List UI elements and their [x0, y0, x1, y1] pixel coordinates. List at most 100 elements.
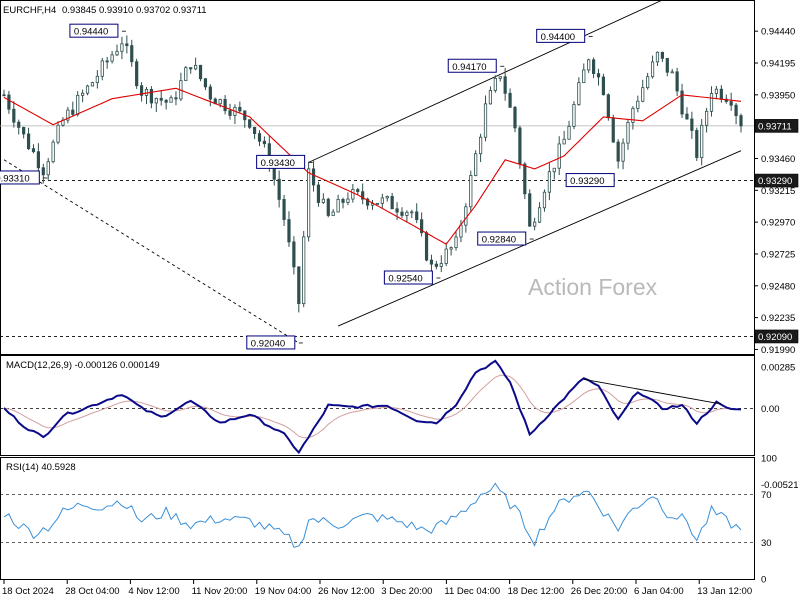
price-annotation: 0.92540	[383, 270, 441, 285]
price-panel-frame	[0, 0, 755, 355]
candle-body	[71, 109, 75, 115]
candle-body	[208, 86, 212, 100]
annotation-text: 0.92540	[388, 274, 422, 285]
candle-body	[380, 197, 384, 204]
price-tick-label: 0.93460	[761, 154, 795, 165]
candle-body	[66, 109, 70, 121]
candle-body	[252, 126, 257, 135]
level-axis-text: 0.93290	[758, 176, 792, 187]
price-annotation: 0.93290	[565, 173, 623, 188]
candle-body	[434, 263, 438, 267]
candle-body	[17, 121, 21, 128]
candle-body	[336, 198, 340, 213]
price-annotation: 0.92040	[246, 335, 303, 350]
candle-body	[257, 133, 262, 142]
current-price-axis-text: 0.93711	[758, 121, 792, 132]
candle-body	[518, 127, 522, 165]
candle-body	[341, 198, 345, 203]
annotation-box	[383, 270, 433, 285]
candle-body	[56, 124, 60, 143]
price-annotation: 0.93430	[256, 154, 313, 169]
candle-body	[469, 175, 473, 208]
candle-body	[228, 110, 232, 116]
candle-body	[125, 43, 129, 47]
candle-body	[616, 141, 620, 162]
candle-body	[675, 71, 679, 92]
candle-body	[130, 45, 134, 63]
candle-body	[567, 125, 571, 140]
price-annotation: 0.92840	[477, 231, 534, 246]
x-tick-label: 18 Dec 12:00	[508, 586, 565, 597]
candle-body	[503, 76, 507, 94]
candle-body	[562, 138, 566, 145]
candle-body	[36, 151, 40, 169]
rsi-tick-label: 30	[761, 538, 772, 549]
candle-body	[449, 247, 453, 250]
candle-body	[159, 97, 163, 101]
macd-label: MACD(12,26,9) -0.000126 0.000149	[6, 360, 160, 371]
candle-body	[223, 98, 227, 112]
annotation-box	[0, 170, 40, 185]
candle-body	[105, 60, 109, 63]
candle-body	[606, 94, 610, 119]
candle-body	[439, 263, 443, 267]
x-tick-label: 18 Oct 2024	[2, 586, 54, 597]
candle-body	[596, 73, 601, 78]
candle-body	[321, 198, 325, 203]
x-tick-label: 26 Nov 12:00	[318, 586, 375, 597]
candle-body	[719, 88, 723, 100]
candle-body	[542, 191, 547, 209]
candle-body	[26, 133, 31, 150]
macd-trendline	[583, 378, 722, 405]
candle-body	[22, 127, 26, 135]
moving-average-line	[3, 87, 742, 245]
candle-body	[508, 92, 512, 108]
macd-line	[3, 359, 742, 455]
candle-body	[81, 92, 85, 96]
candle-body	[665, 57, 669, 73]
candle-body	[690, 118, 694, 131]
candle-body	[90, 82, 95, 87]
candle-body	[478, 136, 483, 155]
annotation-box	[246, 335, 296, 350]
current-price-axis-box	[754, 119, 799, 133]
candle-body	[709, 93, 714, 112]
x-tick-label: 11 Nov 20:00	[192, 586, 248, 597]
candle-body	[174, 97, 178, 100]
candle-body	[429, 259, 434, 265]
candle-body	[729, 101, 733, 106]
annotation-text: 0.93430	[261, 158, 295, 169]
candle-body	[420, 219, 424, 234]
price-tick-label: 0.91990	[761, 345, 795, 356]
x-tick-label: 11 Dec 04:00	[444, 586, 500, 597]
annotation-box	[536, 28, 586, 43]
annotation-box	[447, 58, 497, 73]
x-tick-label: 19 Nov 04:00	[255, 586, 312, 597]
candle-body	[100, 60, 104, 77]
candle-body	[144, 89, 149, 96]
candle-body	[405, 211, 409, 216]
candle-body	[189, 67, 193, 70]
candle-body	[12, 108, 16, 123]
price-tick-label: 0.93215	[761, 186, 795, 197]
macd-layer	[0, 359, 754, 455]
candle-body	[164, 99, 168, 103]
candle-body	[547, 171, 551, 193]
candle-body	[169, 97, 173, 103]
candle-body	[120, 43, 124, 52]
candle-body	[557, 143, 561, 169]
rsi-tick-label: 70	[761, 490, 772, 501]
candle-body	[2, 94, 6, 97]
candle-body	[95, 75, 99, 84]
candle-body	[351, 189, 355, 200]
annotation-text: 0.93290	[570, 176, 604, 187]
candle-body	[297, 266, 301, 305]
price-annotation: 0.94440	[69, 23, 126, 38]
candle-body	[680, 90, 684, 115]
candle-body	[287, 219, 291, 243]
annotation-text: 0.93310	[0, 173, 30, 184]
candle-body	[655, 51, 660, 63]
price-tick-label: 0.94195	[761, 59, 795, 70]
annotation-text: 0.92840	[482, 235, 516, 246]
candle-body	[194, 64, 198, 70]
